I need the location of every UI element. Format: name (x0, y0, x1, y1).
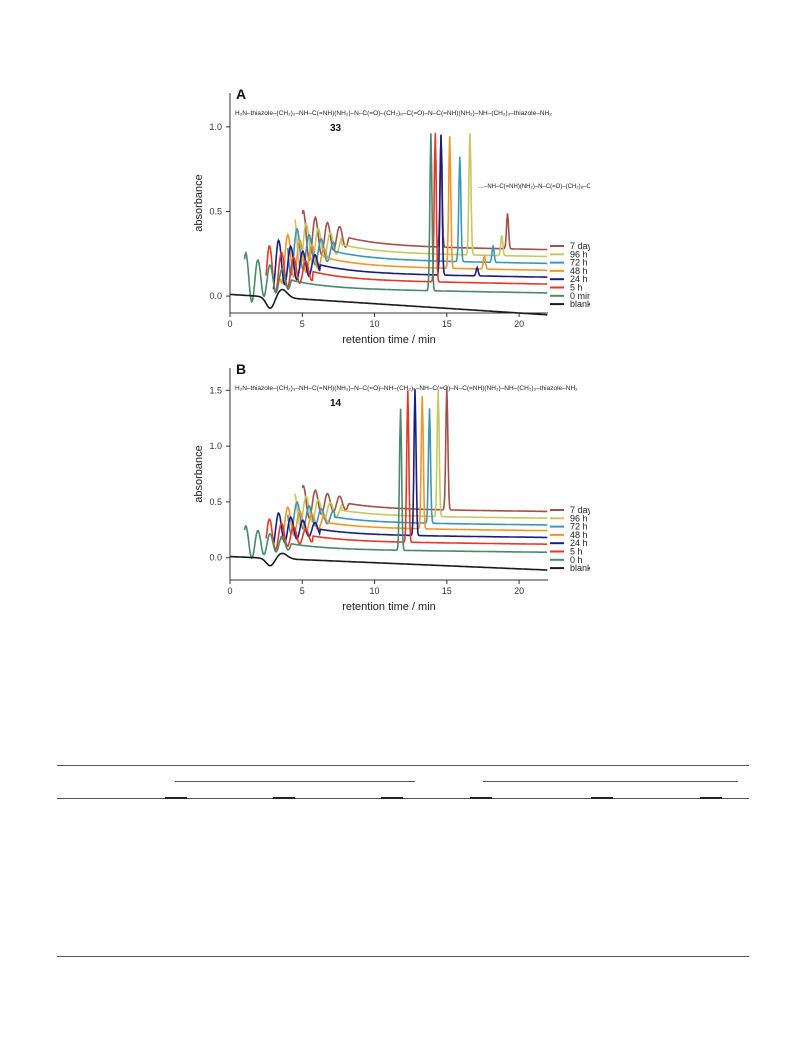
legend-label: 0 min (570, 291, 590, 301)
trace-96-h (294, 133, 548, 270)
trace-blank (230, 288, 548, 316)
trace-5-h (265, 132, 548, 295)
trace-0-min (243, 133, 548, 304)
legend-label: 96 h (570, 249, 588, 259)
legend-label: 24 h (570, 538, 588, 548)
y-tick-label: 0.5 (209, 206, 222, 216)
table-col-mark (700, 797, 722, 799)
table-col-mark (470, 797, 492, 799)
trace-48-h (279, 395, 548, 541)
legend-label: 24 h (570, 274, 588, 284)
inset-structure-formula: …–NH–C(=NH)(NH₂)–N–C(=O)–(CH₂)₈–C(=O)OH (478, 184, 590, 190)
x-tick-label: 5 (300, 319, 305, 329)
y-tick-label: 1.5 (209, 385, 222, 395)
x-tick-label: 0 (227, 319, 232, 329)
trace-7-days (301, 135, 548, 262)
table-col-mark (381, 797, 403, 799)
structure-formula: H₂N–thiazole–(CH₂)₃–NH–C(=NH)(NH₂)–N–C(=… (235, 385, 578, 392)
legend-label: 72 h (570, 258, 588, 268)
y-tick-label: 0.0 (209, 291, 222, 301)
legend-label: 48 h (570, 530, 588, 540)
trace-5-h (265, 390, 548, 552)
trace-24-h (272, 134, 548, 290)
legend-label: 96 h (570, 513, 588, 523)
x-tick-label: 10 (370, 586, 380, 596)
trace-72-h (287, 156, 548, 277)
structure-formula: H₂N–thiazole–(CH₂)₃–NH–C(=NH)(NH₂)–N–C(=… (235, 110, 552, 117)
legend-label: 7 days (570, 241, 590, 251)
chart-b-svg: 0.0 0.5 1.0 1.5 0 5 10 15 20 absorbance retention … (193, 361, 597, 613)
trace-96-h (294, 391, 548, 527)
table-group-rule-left (175, 781, 415, 782)
y-tick-label: 0.5 (209, 497, 222, 507)
compound-label: 14 (330, 398, 342, 409)
table-bottom-rule (57, 956, 749, 957)
table-col-mark (165, 797, 187, 799)
y-axis-label: absorbance (193, 174, 205, 232)
trace-48-h (279, 136, 548, 285)
table-top-rule (57, 765, 749, 766)
legend-label: 0 h (570, 555, 583, 565)
x-tick-label: 15 (442, 319, 452, 329)
x-tick-label: 20 (514, 319, 524, 329)
table-col-mark (591, 797, 613, 799)
legend-label: 48 h (570, 266, 588, 276)
chart-panel-a: 0.0 0.5 1.0 0 5 10 15 20 absorbance retention tim… (190, 85, 612, 350)
table-group-rule-right (483, 781, 738, 782)
legend-label: 7 days (570, 505, 590, 515)
x-tick-label: 15 (442, 586, 452, 596)
x-tick-label: 5 (300, 586, 305, 596)
trace-blank (230, 552, 548, 571)
y-tick-label: 1.0 (209, 441, 222, 451)
legend-label: 5 h (570, 283, 583, 293)
table-header-rule (57, 798, 749, 799)
panel-label: A (236, 86, 246, 102)
x-tick-label: 0 (227, 586, 232, 596)
y-tick-label: 1.0 (209, 122, 222, 132)
y-tick-label: 0.0 (209, 553, 222, 563)
legend-label: blank (570, 299, 590, 309)
compound-label: 33 (330, 123, 342, 134)
y-axis-label: absorbance (193, 445, 205, 503)
x-axis-label: retention time / min (342, 334, 436, 346)
legend-label: 5 h (570, 547, 583, 557)
chart-panel-b: 0.0 0.5 1.0 1.5 0 5 10 15 20 absorbance retention … (190, 360, 597, 620)
trace-0-h (243, 408, 548, 560)
legend-label: 72 h (570, 522, 588, 532)
legend-label: blank (570, 563, 590, 573)
table-col-mark (273, 797, 295, 799)
x-axis-label: retention time / min (342, 601, 436, 613)
panel-label: B (236, 361, 246, 377)
chart-a-svg: 0.0 0.5 1.0 0 5 10 15 20 absorbance retention tim… (193, 86, 612, 346)
x-tick-label: 20 (514, 586, 524, 596)
x-tick-label: 10 (370, 319, 380, 329)
